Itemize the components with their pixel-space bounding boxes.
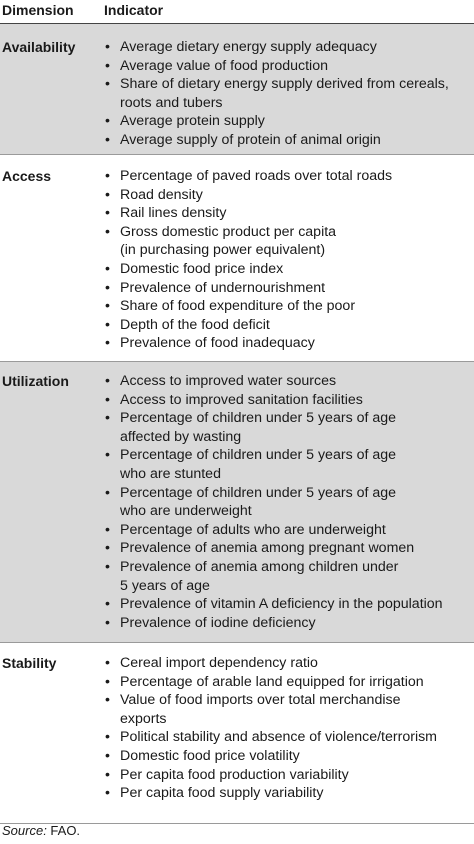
indicator-item: Road density: [104, 186, 474, 205]
indicator-text: Share of dietary energy supply derived f…: [120, 76, 449, 93]
indicator-text: Prevalence of food inadequacy: [120, 335, 315, 352]
indicator-text: Per capita food supply variability: [120, 785, 324, 802]
indicator-item: Percentage of arable land equipped for i…: [104, 673, 474, 692]
indicator-item: Average protein supply: [104, 112, 474, 131]
indicator-item: Average supply of protein of animal orig…: [104, 131, 474, 150]
indicator-text: Average dietary energy supply adequacy: [120, 39, 377, 55]
indicator-text: Prevalence of anemia among pregnant wome…: [120, 540, 415, 557]
indicator-text: Average value of food production: [120, 57, 328, 74]
indicator-text: Gross domestic product per capita: [120, 223, 337, 240]
indicator-item: Percentage of children under 5 years of …: [104, 484, 474, 521]
indicator-item: Share of dietary energy supply derived f…: [104, 75, 474, 112]
dimension-label: Stability: [2, 655, 57, 671]
indicator-text: affected by wasting: [120, 428, 242, 445]
indicator-text: Prevalence of undernourishment: [120, 279, 326, 296]
indicator-text: Percentage of children under 5 years of …: [120, 447, 397, 464]
source-note: Source: FAO.: [2, 823, 80, 839]
indicator-item: Percentage of adults who are underweight: [104, 521, 474, 540]
indicator-text: Percentage of children under 5 years of …: [120, 410, 397, 427]
indicator-text: Per capita food production variability: [120, 766, 349, 783]
dimension-group-stability: Stability Cereal import dependency ratio P…: [0, 643, 474, 824]
source-label: Source:: [2, 823, 47, 838]
indicator-item: Value of food imports over total merchan…: [104, 691, 474, 728]
indicator-text: Road density: [120, 186, 203, 203]
header-dimension: Dimension: [2, 2, 74, 18]
indicator-text: Cereal import dependency ratio: [120, 655, 318, 671]
dimension-group-access: Access Percentage of paved roads over tot…: [0, 155, 474, 362]
indicator-item: Prevalence of undernourishment: [104, 279, 474, 298]
indicator-text: Access to improved sanitation facilities: [120, 391, 363, 408]
indicator-text: Domestic food price index: [120, 260, 284, 277]
indicator-item: Share of food expenditure of the poor: [104, 297, 474, 316]
indicator-item: Percentage of children under 5 years of …: [104, 446, 474, 483]
dimension-label: Availability: [2, 39, 76, 55]
indicator-text: Percentage of paved roads over total roa…: [120, 168, 393, 184]
indicator-item: Rail lines density: [104, 204, 474, 223]
indicator-text: Prevalence of vitamin A deficiency in th…: [120, 596, 443, 613]
indicator-item: Per capita food production variability: [104, 766, 474, 785]
indicator-text: exports: [120, 710, 167, 727]
indicator-item: Access to improved water sources: [104, 372, 474, 391]
indicator-text: roots and tubers: [120, 94, 223, 111]
indicator-item: Prevalence of food inadequacy: [104, 334, 474, 353]
indicator-item: Prevalence of anemia among children unde…: [104, 558, 474, 595]
indicator-item: Per capita food supply variability: [104, 784, 474, 803]
indicator-text: Percentage of children under 5 years of …: [120, 484, 397, 501]
indicator-item: Percentage of paved roads over total roa…: [104, 167, 474, 186]
indicator-list: Cereal import dependency ratio Percentage…: [104, 654, 474, 803]
indicator-item: Average value of food production: [104, 57, 474, 76]
dimension-group-utilization: Utilization Access to improved water sour…: [0, 362, 474, 643]
indicator-table: Dimension Indicator Availability Average …: [0, 0, 474, 824]
indicator-text: Depth of the food deficit: [120, 316, 270, 333]
indicator-item: Domestic food price index: [104, 260, 474, 279]
indicator-text: Average supply of protein of animal orig…: [120, 131, 381, 148]
indicator-item: Domestic food price volatility: [104, 747, 474, 766]
indicator-text: Average protein supply: [120, 113, 265, 130]
indicator-text: Share of food expenditure of the poor: [120, 298, 356, 315]
indicator-item: Cereal import dependency ratio: [104, 654, 474, 673]
indicator-item: Prevalence of anemia among pregnant wome…: [104, 539, 474, 558]
indicator-text: Value of food imports over total merchan…: [120, 692, 401, 709]
indicator-text: Access to improved water sources: [120, 373, 337, 389]
indicator-item: Percentage of children under 5 years of …: [104, 409, 474, 446]
indicator-item: Prevalence of vitamin A deficiency in th…: [104, 595, 474, 614]
indicator-text: Prevalence of iodine deficiency: [120, 614, 316, 631]
indicator-item: Depth of the food deficit: [104, 316, 474, 335]
indicator-item: Average dietary energy supply adequacy: [104, 38, 474, 57]
indicator-text: Domestic food price volatility: [120, 747, 300, 764]
dimension-label: Utilization: [2, 373, 69, 389]
indicator-text: who are underweight: [120, 503, 252, 520]
indicator-item: Prevalence of iodine deficiency: [104, 614, 474, 633]
table-header: Dimension Indicator: [0, 0, 474, 24]
header-indicator: Indicator: [104, 2, 164, 18]
indicator-item: Gross domestic product per capita (in pur…: [104, 223, 474, 260]
indicator-text: (in purchasing power equivalent): [120, 242, 326, 259]
indicator-text: Rail lines density: [120, 205, 227, 222]
indicator-text: Prevalence of anemia among children unde…: [120, 558, 399, 575]
indicator-text: who are stunted: [120, 465, 221, 482]
source-text: FAO.: [46, 823, 81, 838]
indicator-text: Percentage of adults who are underweight: [120, 521, 386, 538]
indicator-text: 5 years of age: [120, 577, 210, 594]
indicator-list: Percentage of paved roads over total roa…: [104, 167, 474, 353]
dimension-label: Access: [2, 168, 52, 184]
indicator-text: Political stability and absence of viole…: [120, 729, 438, 746]
indicator-item: Political stability and absence of viole…: [104, 728, 474, 747]
indicator-list: Access to improved water sources Access t…: [104, 372, 474, 632]
indicator-list: Average dietary energy supply adequacy Av…: [104, 38, 474, 150]
indicator-item: Access to improved sanitation facilities: [104, 391, 474, 410]
indicator-text: Percentage of arable land equipped for i…: [120, 673, 424, 690]
table-body: Availability Average dietary energy suppl…: [0, 24, 474, 824]
dimension-group-availability: Availability Average dietary energy suppl…: [0, 24, 474, 155]
